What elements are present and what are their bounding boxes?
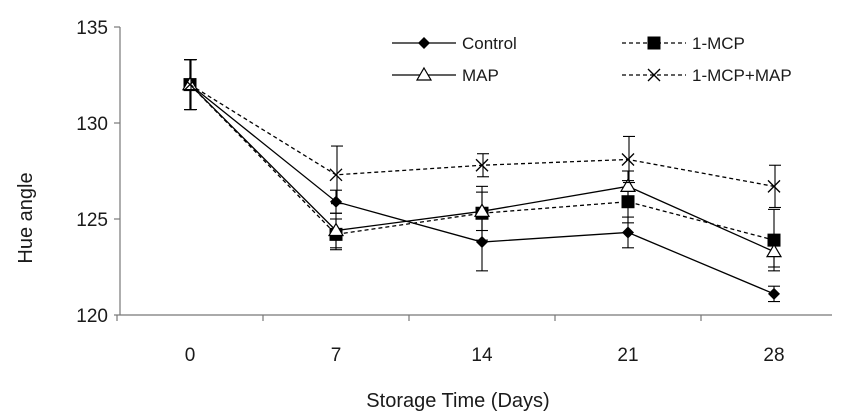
error-bar — [185, 59, 197, 111]
series-line — [189, 84, 775, 187]
series-control — [184, 59, 780, 303]
data-point — [473, 203, 491, 217]
y-axis-title: Hue angle — [15, 172, 37, 263]
error-bar — [769, 164, 781, 209]
data-point — [768, 287, 780, 300]
data-point — [476, 236, 488, 249]
data-point — [619, 178, 637, 192]
error-bar — [623, 135, 635, 184]
series-1-mcp-map — [183, 59, 781, 209]
legend-item-map: MAP — [392, 66, 499, 85]
marker-stroke — [329, 168, 343, 182]
legend-label: 1-MCP+MAP — [692, 66, 792, 85]
data-point — [183, 78, 197, 92]
marker-stroke — [183, 78, 197, 92]
data-point — [621, 153, 635, 166]
legend-label: MAP — [462, 66, 499, 85]
legend-marker — [415, 66, 433, 81]
data-point — [327, 222, 345, 237]
data-point — [330, 195, 342, 208]
legend-marker — [647, 36, 661, 50]
axes: 120 125 130 135 0 7 14 21 28 — [76, 18, 832, 366]
y-tick-label: 135 — [76, 18, 108, 39]
legend-item-1-mcp: 1-MCP — [622, 34, 745, 53]
data-point — [765, 243, 783, 258]
error-bar — [477, 153, 489, 178]
y-tick-label: 125 — [76, 210, 108, 231]
x-tick-label: 21 — [617, 345, 638, 366]
marker-stroke — [621, 153, 635, 166]
marker-stroke — [647, 68, 661, 82]
marker-stroke — [475, 158, 489, 172]
y-tick-label: 130 — [76, 114, 108, 135]
legend-label: Control — [462, 34, 517, 53]
data-point — [767, 179, 781, 193]
series-layer — [181, 59, 783, 303]
legend-item-control: Control — [392, 34, 517, 53]
data-point — [475, 158, 489, 172]
series-map — [181, 59, 783, 268]
legend-marker — [418, 37, 430, 49]
y-tick-label: 120 — [76, 306, 108, 327]
legend-item-1-mcp-map: 1-MCP+MAP — [622, 66, 792, 85]
data-point — [329, 168, 343, 182]
legend-marker — [647, 68, 661, 82]
legend-label: 1-MCP — [692, 34, 745, 53]
x-tick-label: 28 — [763, 345, 784, 366]
x-axis-title: Storage Time (Days) — [366, 390, 549, 412]
x-tick-label: 7 — [331, 345, 342, 366]
error-bar — [331, 145, 343, 205]
x-tick-label: 14 — [471, 345, 493, 366]
data-point — [622, 226, 634, 239]
marker-stroke — [767, 179, 781, 193]
x-tick-label: 0 — [185, 345, 196, 366]
legend: Control 1-MCP MAP 1-MCP+MAP — [392, 34, 792, 85]
series-line — [189, 84, 775, 241]
data-point — [181, 76, 199, 91]
